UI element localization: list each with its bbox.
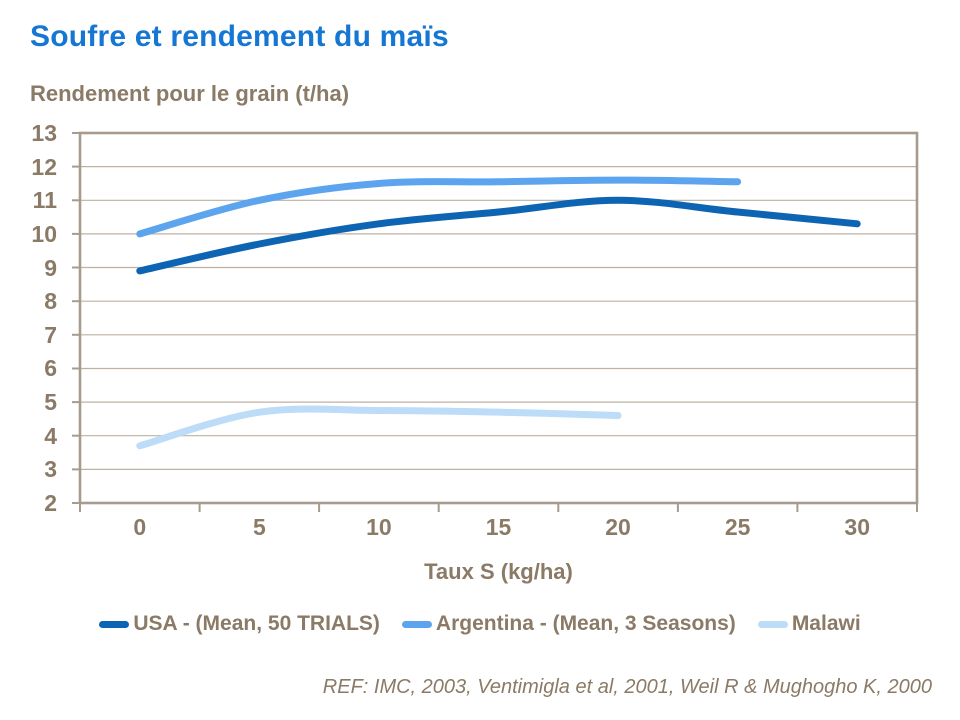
plot-frame [78, 131, 919, 505]
series-line-argentina [136, 176, 742, 238]
legend-swatch-argentina [401, 620, 432, 628]
y-tick-label: 10 [31, 220, 57, 247]
legend-item-usa: USA - (Mean, 50 TRIALS) [99, 612, 380, 636]
y-tick-label: 9 [44, 254, 57, 281]
y-axis-title: Rendement pour le grain (t/ha) [30, 81, 350, 106]
y-tick-label: 2 [44, 490, 57, 516]
chart-title: Soufre et rendement du maïs [30, 20, 449, 53]
y-tick-label: 6 [44, 355, 57, 382]
y-tick-label: 4 [44, 422, 57, 449]
x-axis-title: Taux S (kg/ha) [424, 559, 573, 584]
legend-swatch-malawi [757, 620, 788, 628]
legend-item-malawi: Malawi [757, 612, 861, 636]
legend-label-argentina: Argentina - (Mean, 3 Seasons) [435, 612, 736, 635]
chart-legend: USA - (Mean, 50 TRIALS) Argentina - (Mean… [0, 612, 960, 636]
x-tick-label: 30 [844, 514, 870, 540]
legend-item-argentina: Argentina - (Mean, 3 Seasons) [401, 612, 736, 636]
x-tick-label: 20 [605, 514, 631, 540]
y-tick-label: 7 [44, 321, 57, 348]
series-line-usa [136, 196, 861, 275]
y-tick-label: 5 [44, 389, 57, 416]
series-line-malawi [136, 405, 622, 450]
y-tick-label: 12 [31, 153, 57, 180]
y-tick-label: 3 [44, 456, 57, 483]
x-tick-label: 5 [252, 514, 266, 540]
x-tick-label: 15 [485, 514, 512, 540]
x-tick-label: 0 [133, 514, 147, 540]
legend-label-malawi: Malawi [791, 612, 861, 635]
y-tick-label: 13 [31, 120, 57, 146]
reference-text: REF: IMC, 2003, Ventimigla et al, 2001, … [322, 676, 932, 698]
x-tick-label: 10 [366, 514, 392, 540]
y-tick-label: 8 [44, 288, 57, 315]
legend-label-usa: USA - (Mean, 50 TRIALS) [133, 612, 380, 635]
legend-swatch-usa [99, 620, 130, 628]
x-tick-label: 25 [724, 514, 751, 540]
y-tick-label: 11 [32, 187, 57, 214]
